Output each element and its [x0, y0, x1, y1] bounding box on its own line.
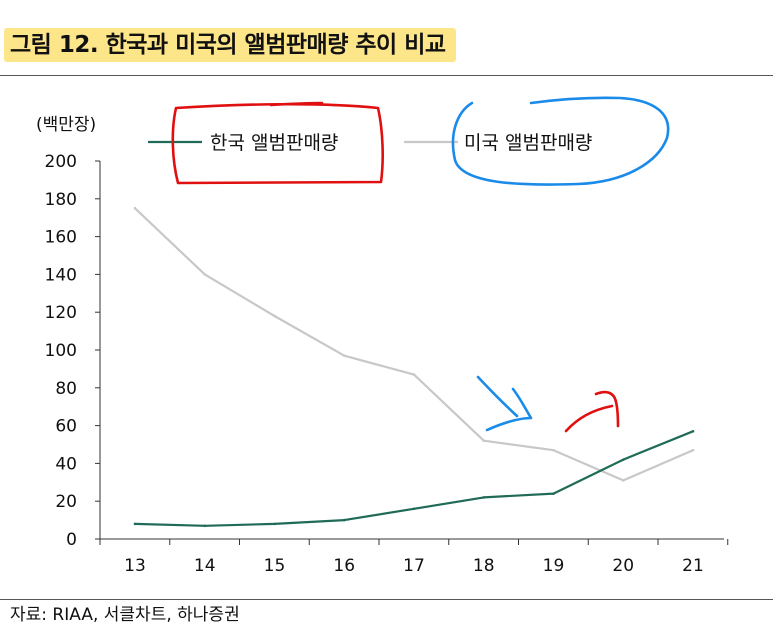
series-0-point [691, 429, 695, 433]
series-1-point [412, 373, 416, 376]
y-tick-label: 100 [45, 341, 77, 361]
korea-legend-circle [171, 102, 384, 185]
series-0-point [342, 518, 346, 522]
series-1-point [273, 314, 276, 318]
figure-title: 그림 12. 한국과 미국의 앨범판매량 추이 비교 [4, 28, 456, 62]
up-arrow-head [594, 390, 620, 428]
up-arrow-shaft [564, 404, 614, 433]
y-axis-unit: (백만장) [36, 115, 96, 135]
series-1-point [552, 448, 555, 452]
bottom-rule [0, 599, 773, 600]
series-0-point [482, 496, 486, 499]
series-0-point [412, 507, 416, 511]
x-tick-label: 20 [612, 556, 634, 576]
series-line-0 [133, 430, 695, 527]
legend-label-0: 한국 앨범판매량 [210, 132, 338, 154]
series-1-point [691, 448, 695, 452]
us-legend-circle [451, 96, 670, 186]
series-layer [133, 206, 695, 528]
x-tick-label: 13 [124, 556, 146, 576]
x-tick-label: 17 [403, 556, 425, 576]
top-rule [0, 75, 773, 76]
y-tick-label: 40 [55, 454, 77, 474]
x-tick-label: 14 [194, 556, 216, 576]
series-1-point [133, 206, 137, 210]
legend-label-1: 미국 앨범판매량 [464, 132, 592, 154]
y-tick-label: 200 [45, 152, 77, 172]
series-1-point [482, 439, 486, 443]
x-tick-label: 16 [333, 556, 355, 576]
y-tick-label: 140 [45, 265, 77, 285]
y-tick-label: 180 [45, 190, 77, 210]
down-arrow-head [485, 387, 533, 432]
series-0-point [203, 524, 207, 528]
legend: 한국 앨범판매량 미국 앨범판매량 [148, 132, 592, 154]
y-tick-label: 0 [66, 530, 77, 550]
series-line-1 [133, 207, 695, 482]
source-note: 자료: RIAA, 서클차트, 하나증권 [10, 605, 240, 625]
series-1-point [203, 273, 207, 276]
y-tick-label: 60 [55, 417, 77, 437]
x-tick-label: 19 [543, 556, 565, 576]
x-axis: 13 14 15 16 17 18 19 20 21 [99, 538, 729, 576]
series-0-point [133, 522, 137, 526]
x-tick-label: 21 [682, 556, 704, 576]
korea-legend-underline [269, 101, 324, 107]
down-arrow-shaft [476, 375, 519, 418]
y-axis: 0 20 40 60 80 100 120 140 160 180 200 (백만장) [36, 115, 101, 550]
y-tick-label: 160 [45, 228, 77, 248]
y-tick-label: 20 [55, 492, 77, 512]
series-0-point [621, 458, 625, 461]
series-1-point [621, 479, 625, 482]
x-tick-label: 18 [473, 556, 495, 576]
series-1-point [342, 354, 346, 357]
y-tick-label: 80 [55, 379, 77, 399]
series-0-point [552, 492, 555, 495]
y-tick-label: 120 [45, 303, 77, 323]
hand-drawn-annotations [171, 96, 670, 433]
x-tick-label: 15 [264, 556, 286, 576]
series-0-point [273, 522, 276, 526]
